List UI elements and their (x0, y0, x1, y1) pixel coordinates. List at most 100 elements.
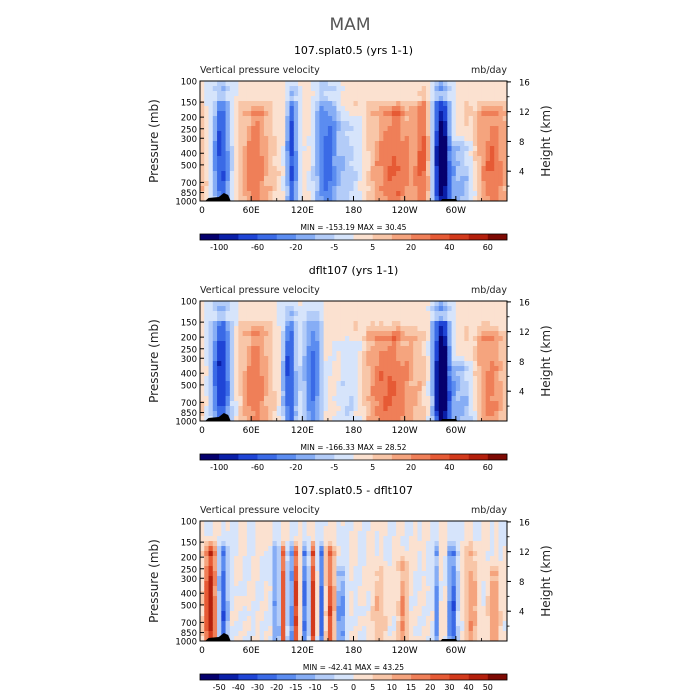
heatmap-cell (434, 606, 440, 612)
heatmap-cell (263, 336, 269, 342)
heatmap-cell (212, 191, 218, 197)
heatmap-cell (425, 396, 431, 402)
heatmap-cell (362, 341, 367, 347)
heatmap-cell (212, 611, 218, 617)
heatmap-cell (285, 566, 290, 572)
heatmap-cell (404, 316, 410, 322)
heatmap-cell (489, 171, 495, 177)
heatmap-cell (357, 91, 363, 97)
heatmap-cell (425, 366, 431, 372)
heatmap-cell (285, 161, 290, 167)
heatmap-cell (362, 541, 367, 547)
heatmap-cell (434, 416, 440, 422)
heatmap-cell (489, 356, 495, 362)
heatmap-cell (293, 366, 299, 372)
heatmap-cell (336, 416, 342, 422)
heatmap-cell (238, 131, 244, 137)
heatmap-cell (447, 91, 452, 97)
heatmap-cell (362, 546, 367, 552)
heatmap-cell (379, 401, 384, 407)
heatmap-cell (229, 591, 235, 597)
heatmap-cell (430, 351, 435, 357)
heatmap-cell (374, 566, 380, 572)
heatmap-cell (366, 621, 371, 627)
heatmap-cell (319, 586, 325, 592)
heatmap-cell (276, 131, 282, 137)
heatmap-cell (323, 391, 329, 397)
heatmap-cell (327, 381, 333, 387)
heatmap-cell (430, 336, 435, 342)
heatmap-cell (344, 86, 350, 92)
heatmap-cell (434, 376, 440, 382)
heatmap-cell (263, 131, 269, 137)
heatmap-cell (383, 136, 389, 142)
heatmap-cell (336, 561, 342, 567)
heatmap-cell (362, 111, 367, 117)
heatmap-cell (370, 521, 376, 527)
heatmap-cell (472, 321, 478, 327)
heatmap-cell (263, 386, 269, 392)
heatmap-cell (251, 316, 256, 322)
heatmap-cell (225, 301, 231, 307)
heatmap-cell (281, 106, 286, 112)
heatmap-cell (268, 596, 273, 602)
heatmap-cell (362, 86, 367, 92)
heatmap-cell (315, 536, 320, 542)
heatmap-cell (366, 541, 371, 547)
heatmap-cell (315, 401, 320, 407)
heatmap-cell (281, 566, 286, 572)
heatmap-cell (443, 411, 448, 417)
heatmap-cell (238, 356, 244, 362)
heatmap-cell (323, 331, 329, 337)
heatmap-cell (349, 576, 354, 582)
heatmap-cell (464, 116, 470, 122)
heatmap-cell (370, 186, 376, 192)
heatmap-cell (319, 561, 325, 567)
heatmap-cell (413, 136, 418, 142)
heatmap-cell (281, 631, 286, 637)
heatmap-cell (298, 406, 303, 412)
heatmap-cell (468, 136, 474, 142)
heatmap-cell (434, 191, 440, 197)
heatmap-cell (502, 301, 508, 307)
heatmap-cell (298, 161, 303, 167)
heatmap-cell (302, 621, 307, 627)
heatmap-cell (276, 96, 282, 102)
heatmap-cell (366, 531, 371, 537)
heatmap-cell (323, 111, 329, 117)
heatmap-cell (242, 326, 248, 332)
heatmap-cell (477, 191, 482, 197)
heatmap-cell (477, 166, 482, 172)
heatmap-cell (340, 336, 346, 342)
heatmap-cell (413, 151, 418, 157)
heatmap-cell (327, 341, 333, 347)
heatmap-cell (357, 121, 363, 127)
heatmap-cell (451, 386, 457, 392)
heatmap-cell (481, 321, 487, 327)
heatmap-cell (315, 171, 320, 177)
heatmap-cell (319, 306, 325, 312)
heatmap-cell (293, 386, 299, 392)
heatmap-cell (485, 396, 491, 402)
heatmap-cell (263, 611, 269, 617)
heatmap-cell (481, 391, 487, 397)
heatmap-cell (438, 401, 444, 407)
heatmap-cell (430, 616, 435, 622)
heatmap-cell (340, 81, 346, 87)
heatmap-cell (340, 541, 346, 547)
heatmap-cell (370, 551, 376, 557)
heatmap-cell (413, 111, 418, 117)
heatmap-cell (336, 396, 342, 402)
heatmap-cell (349, 171, 354, 177)
heatmap-cell (366, 336, 371, 342)
heatmap-cell (464, 111, 470, 117)
heatmap-cell (310, 416, 316, 422)
heatmap-cell (468, 311, 474, 317)
panel-right-label: mb/day (471, 505, 507, 516)
heatmap-cell (200, 86, 205, 92)
heatmap-cell (481, 161, 487, 167)
heatmap-cell (310, 176, 316, 182)
heatmap-cell (430, 391, 435, 397)
heatmap-cell (200, 521, 205, 527)
heatmap-cell (340, 566, 346, 572)
